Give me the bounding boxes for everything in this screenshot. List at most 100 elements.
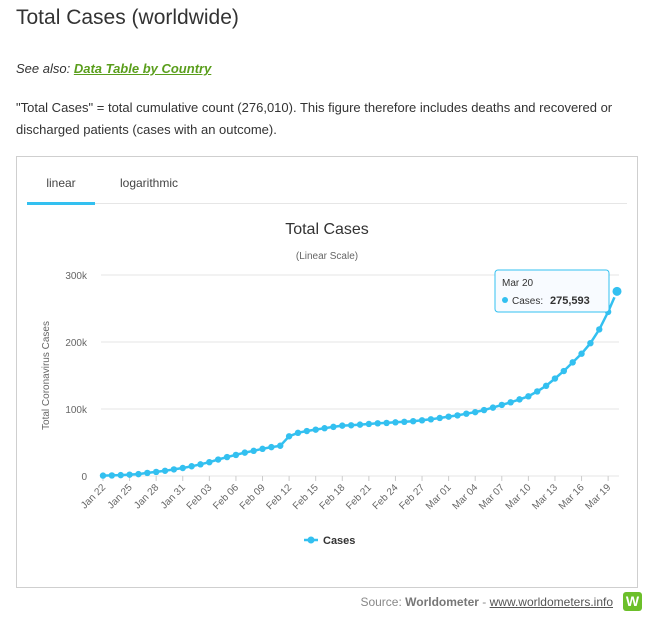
cases-data-point xyxy=(312,426,319,433)
cases-data-point xyxy=(463,410,470,417)
cases-data-point xyxy=(551,375,559,382)
x-tick-label: Feb 27 xyxy=(397,482,427,512)
source-line: Source: Worldometer - www.worldometers.i… xyxy=(360,595,613,609)
highlighted-data-point xyxy=(610,284,624,298)
tab-logarithmic[interactable]: logarithmic xyxy=(119,176,179,190)
tooltip-value: 275,593 xyxy=(550,295,590,307)
cases-data-point xyxy=(241,449,248,456)
cases-data-point xyxy=(135,470,142,478)
cases-data-point xyxy=(560,367,568,375)
tab-linear[interactable]: linear xyxy=(27,173,95,205)
cases-data-point xyxy=(206,458,213,466)
cases-data-point xyxy=(507,399,514,406)
y-tick-label: 300k xyxy=(65,271,88,282)
cases-data-point xyxy=(126,471,133,478)
cases-data-point xyxy=(542,382,550,390)
cases-data-point xyxy=(418,417,426,424)
y-tick-label: 200k xyxy=(65,338,88,349)
chart: Total Cases (Linear Scale) 0 100k 200k 300k To… xyxy=(41,221,624,547)
chart-subtitle: (Linear Scale) xyxy=(296,251,358,262)
chart-tab-bar: linear logarithmic xyxy=(27,173,627,205)
chart-card: linear logarithmic Total Cases (Linear Sc… xyxy=(16,156,638,588)
cases-data-point xyxy=(303,427,311,435)
cases-data-point xyxy=(409,417,417,425)
x-tick-label: Feb 03 xyxy=(185,482,215,512)
page-title: Total Cases (worldwide) xyxy=(16,6,239,29)
legend-marker-icon xyxy=(307,536,315,544)
x-tick-label: Feb 09 xyxy=(238,482,268,512)
tooltip-box xyxy=(494,269,610,313)
x-tick-label: Feb 15 xyxy=(291,482,321,512)
x-tick-label: Feb 18 xyxy=(318,482,348,512)
cases-data-point xyxy=(569,359,576,366)
cases-data-point xyxy=(445,413,452,420)
y-axis-label: Total Coronavirus Cases xyxy=(41,321,52,430)
x-tick-label: Mar 16 xyxy=(557,482,587,512)
cases-data-point xyxy=(250,447,257,455)
cases-data-point xyxy=(339,422,346,429)
source-prefix: Source: xyxy=(360,595,402,609)
see-also-line: See also: Data Table by Country xyxy=(16,61,211,76)
source-separator: - xyxy=(482,595,487,609)
x-tick-label: Jan 22 xyxy=(79,482,108,511)
source-name: Worldometer xyxy=(405,595,479,609)
cases-data-point xyxy=(197,461,204,468)
cases-data-point xyxy=(144,469,151,477)
cases-data-point xyxy=(277,442,284,449)
x-tick-label: Feb 12 xyxy=(264,482,294,512)
x-tick-label: Mar 07 xyxy=(477,482,507,512)
cases-data-point xyxy=(161,467,169,474)
tooltip-date: Mar 20 xyxy=(502,278,534,289)
cases-data-point xyxy=(454,412,461,419)
cases-data-point xyxy=(436,414,443,422)
x-tick-label: Mar 04 xyxy=(451,482,481,512)
source-link[interactable]: www.worldometers.info xyxy=(489,595,613,609)
cases-data-point xyxy=(285,433,293,440)
x-tick-label: Feb 06 xyxy=(211,482,241,512)
cases-data-point xyxy=(223,453,231,461)
y-tick-label: 100k xyxy=(65,405,88,416)
x-tick-label: Feb 21 xyxy=(344,482,374,512)
cases-data-point xyxy=(108,472,116,479)
x-tick-label: Jan 28 xyxy=(132,482,161,511)
cases-data-point xyxy=(472,408,479,416)
description-text: "Total Cases" = total cumulative count (… xyxy=(16,100,613,137)
cases-data-point xyxy=(268,443,275,451)
tooltip-series-marker xyxy=(502,297,508,303)
x-tick-label: Mar 19 xyxy=(583,482,613,512)
see-also-prefix: See also: xyxy=(16,61,71,76)
cases-data-point xyxy=(578,350,585,357)
x-tick-label: Jan 31 xyxy=(159,482,188,511)
cases-data-point xyxy=(294,429,302,437)
worldometer-logo-icon[interactable]: W xyxy=(623,592,642,611)
cases-data-point xyxy=(516,396,523,403)
cases-data-point xyxy=(401,418,408,426)
cases-data-point xyxy=(330,423,337,431)
cases-data-point xyxy=(489,404,497,411)
cases-data-point xyxy=(480,406,488,414)
cases-data-point xyxy=(392,419,399,426)
cases-data-point xyxy=(534,388,541,395)
cases-data-point xyxy=(232,451,240,459)
cases-data-point xyxy=(525,393,532,400)
x-tick-label: Mar 13 xyxy=(530,482,560,512)
cases-data-point xyxy=(99,472,107,479)
chart-title: Total Cases xyxy=(285,221,369,238)
cases-data-point xyxy=(321,425,328,432)
cases-data-point xyxy=(152,468,160,476)
x-tick-label: Mar 01 xyxy=(424,482,454,512)
cases-data-point xyxy=(498,401,505,409)
data-table-link[interactable]: Data Table by Country xyxy=(73,61,212,76)
cases-data-point xyxy=(427,416,435,423)
cases-data-point xyxy=(383,419,390,427)
cases-data-point xyxy=(587,339,594,347)
tooltip-series-name: Cases: xyxy=(512,296,543,307)
cases-data-point xyxy=(596,326,603,333)
cases-data-point xyxy=(170,466,178,473)
cases-data-point xyxy=(259,445,266,453)
cases-data-point xyxy=(215,456,222,463)
cases-data-point xyxy=(365,420,373,428)
cases-data-point xyxy=(347,422,355,429)
cases-data-point xyxy=(188,463,195,470)
cases-data-point xyxy=(374,420,381,427)
